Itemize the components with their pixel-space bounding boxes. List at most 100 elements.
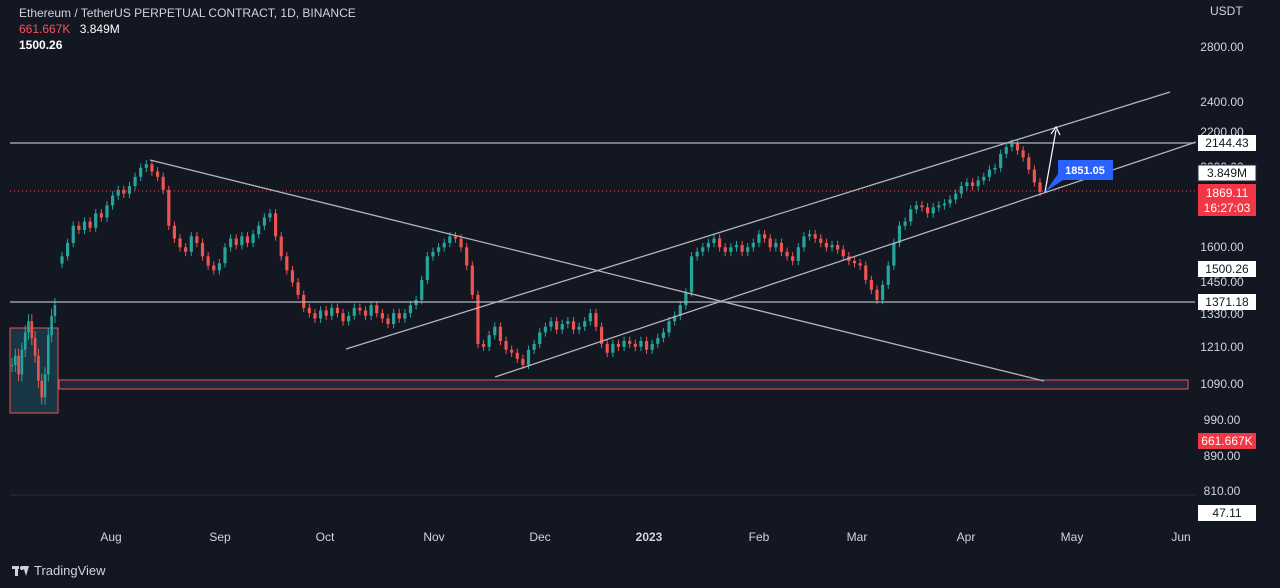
candle [110, 191, 115, 210]
annotation-label: 1851.05 [1065, 165, 1105, 177]
candle-body [1038, 182, 1042, 192]
candle [824, 238, 829, 252]
candle [392, 308, 396, 329]
candle-body [583, 321, 587, 327]
candle-body [571, 321, 576, 330]
candle [706, 238, 710, 252]
candle-body [302, 294, 306, 308]
candle-body [970, 182, 975, 187]
candle [622, 336, 626, 352]
candle-body [982, 176, 986, 181]
candle-body [566, 321, 570, 325]
candle [279, 232, 283, 261]
candle-body [639, 340, 643, 347]
candle-body [307, 307, 311, 314]
candle [757, 229, 761, 248]
candle-body [504, 340, 508, 350]
candle [751, 238, 755, 252]
candle [493, 322, 497, 340]
volume-label: 3.849M [1197, 164, 1257, 182]
candle-body [341, 313, 345, 322]
candle [27, 314, 30, 340]
candle-body [122, 189, 126, 194]
time-tick-label: Sep [209, 530, 231, 544]
candle-body [757, 234, 761, 243]
candle [403, 308, 407, 323]
candle [1015, 139, 1020, 155]
candle-body [161, 176, 165, 190]
candle [521, 354, 525, 370]
candle-body [796, 247, 800, 261]
candle [785, 247, 789, 261]
candle [661, 328, 666, 343]
candle-body [510, 349, 514, 353]
candle [37, 348, 40, 388]
candle [864, 261, 868, 285]
candle-body [785, 251, 789, 257]
candle [229, 234, 233, 252]
candle-body [712, 238, 716, 243]
symbol-title: Ethereum / TetherUS PERPETUAL CONTRACT, … [19, 6, 356, 20]
candle-body [1015, 143, 1020, 151]
candle [942, 199, 947, 210]
candle-body [937, 205, 941, 208]
candle-body [892, 242, 896, 266]
drawings: 1851.05 [10, 91, 1197, 382]
candle [830, 240, 834, 252]
candle [290, 266, 295, 287]
candle-body [420, 279, 424, 300]
candle-body [605, 343, 609, 353]
candle-body [425, 256, 429, 280]
candle-body [313, 313, 317, 319]
candle [746, 243, 750, 257]
candle [82, 217, 87, 235]
candle [30, 314, 34, 346]
candle-body [99, 213, 103, 218]
candle [465, 243, 469, 270]
candle [200, 238, 205, 261]
candle-body [1010, 143, 1014, 148]
candle [881, 280, 885, 305]
candle-body [549, 321, 553, 327]
volume-label-box [1197, 164, 1257, 182]
candle-body [82, 221, 87, 230]
candle-body [212, 265, 216, 271]
candle [869, 275, 873, 295]
candle [909, 205, 913, 226]
candle-body [807, 234, 812, 237]
candle-body [622, 340, 626, 347]
candle-body [942, 203, 947, 206]
candle [40, 373, 43, 405]
candle [470, 261, 474, 300]
candle [425, 252, 429, 285]
candle [931, 203, 935, 218]
candle-body [650, 343, 654, 350]
candle [43, 367, 47, 405]
candle-body [172, 225, 177, 239]
candle-body [881, 284, 885, 300]
candle-body [667, 321, 671, 333]
resistance-price-label-box [1198, 135, 1256, 151]
last-price-label [1198, 184, 1256, 216]
candle-body [448, 236, 452, 243]
candle [380, 308, 384, 323]
candle-body [200, 242, 205, 257]
candle [476, 290, 480, 349]
candle-body [139, 167, 143, 177]
candle [999, 149, 1003, 173]
candle-body [673, 315, 677, 322]
channel-upper-line [345, 91, 1171, 350]
candle-body [588, 313, 592, 322]
candle [639, 336, 643, 352]
candle [841, 245, 845, 261]
candle [723, 243, 727, 257]
candle-body [762, 234, 767, 239]
tradingview-logo[interactable]: TradingView [12, 563, 106, 578]
candle-body [43, 374, 47, 398]
candle [116, 185, 120, 200]
time-axis: Aug Sep Oct Nov Dec 2023 Feb Mar Apr May Jun [100, 530, 1190, 544]
candle-body [133, 176, 137, 187]
candle-body [184, 247, 188, 252]
candle [920, 201, 924, 212]
